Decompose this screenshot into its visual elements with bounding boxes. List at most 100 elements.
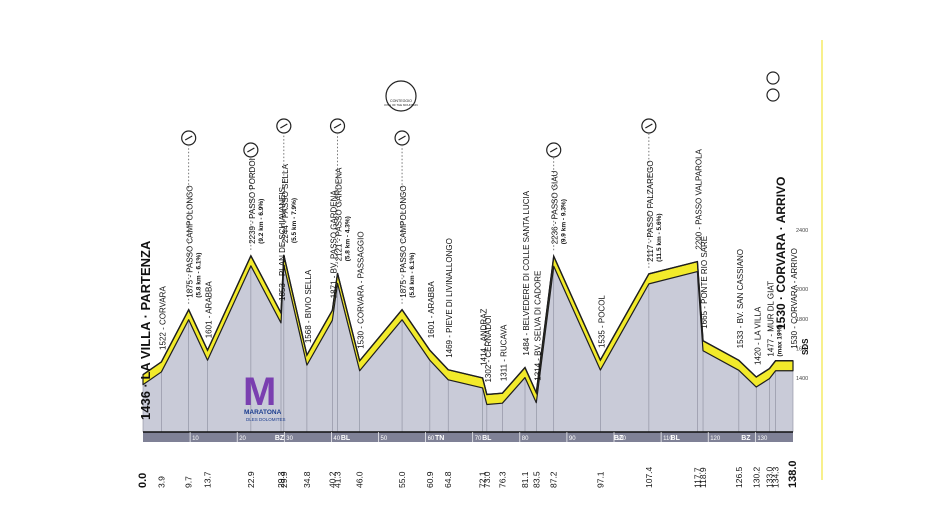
climb-stats-label: (9.9 km - 9.3%) xyxy=(561,199,568,244)
ruler-tick-label: 70 xyxy=(475,436,482,442)
km-label: 29.9 xyxy=(279,471,289,488)
km-label: 3.9 xyxy=(156,476,166,488)
col-waypoint: 1875 - PASSO CAMPOLONGO (5.8 km - 6.1%) xyxy=(394,130,416,304)
km-label: 13.7 xyxy=(203,471,213,488)
waypoint-label: 2121 - PASSO GARDENA xyxy=(335,167,344,261)
climb-icon-mark xyxy=(333,123,342,129)
km-label: 22.9 xyxy=(246,471,256,488)
col-waypoint: 1875 - PASSO CAMPOLONGO (5.8 km - 6.1%) xyxy=(181,130,203,304)
ruler-tick-label: 90 xyxy=(569,436,576,442)
km-label: 126.5 xyxy=(734,466,744,488)
km-label: 46.0 xyxy=(355,471,365,488)
km-label: 97.1 xyxy=(595,471,605,488)
waypoint-label: 1414 - ANDRAZ xyxy=(480,308,489,365)
altitude-tick-label: 1600 xyxy=(796,346,808,352)
waypoint-label: 1530 - CORVARA - PASSAGGIO xyxy=(357,231,366,348)
province-label: BZ xyxy=(741,435,751,442)
altitude-tick-label: 2400 xyxy=(796,228,808,234)
province-label: TN xyxy=(435,435,444,442)
ruler-tick-label: 40 xyxy=(333,436,340,442)
km-label: 107.4 xyxy=(644,466,654,488)
logo-subword: DLES DOLOMITES xyxy=(246,417,286,422)
km-label: 60.9 xyxy=(425,471,435,488)
climb-icon-mark xyxy=(280,123,288,129)
km-label: 83.5 xyxy=(531,471,541,488)
waypoint: 1484 - BELVEDERE DI COLLE SANTA LUCIA xyxy=(522,190,531,355)
waypoint: 1853 - PLAN DE SCHIAVANEIS xyxy=(278,187,287,301)
climb-icon-mark xyxy=(645,123,653,129)
ruler-tick-label: 50 xyxy=(381,436,388,442)
km-label: 73.0 xyxy=(482,471,492,488)
waypoint: 1469 - PIEVE DI LIVINALLONGO xyxy=(445,238,454,358)
logo-letter: M xyxy=(243,370,276,414)
province-label: BL xyxy=(482,435,492,442)
waypoint-label: 1530 - CORVARA - ARRIVO xyxy=(790,248,799,349)
province-label: BL xyxy=(671,435,681,442)
finish-icon xyxy=(766,71,780,85)
climb-stats-label: (5.8 km - 6.1%) xyxy=(196,253,203,298)
waypoint-label: 1477 - MUR DL GIAT xyxy=(766,281,775,357)
climb-stats-label: (5.8 km - 6.1%) xyxy=(409,253,416,298)
col-waypoint: 2244 - PASSO SELLA (5.5 km - 7.9%) xyxy=(276,118,298,250)
col-waypoint: 2117 - PASSO FALZAREGO (11.5 km - 5.6%) xyxy=(641,118,663,268)
waypoint-label: 1420 - LA VILLA xyxy=(753,306,762,365)
km-label: 81.1 xyxy=(520,471,530,488)
altitude-tick-label: 1800 xyxy=(796,317,808,323)
climb-stats-label: (11.5 km - 5.6%) xyxy=(656,213,663,261)
waypoint: 1601 - ARABBA xyxy=(205,281,214,339)
waypoint-label: 2200 - PASSO VALPAROLA xyxy=(694,148,703,249)
ruler-tick-label: 120 xyxy=(710,436,721,442)
waypoint-label: 1601 - ARABBA xyxy=(205,281,214,339)
waypoint-label: 1568 - BIVIO SELLA xyxy=(304,269,313,343)
km-label: 40.2 xyxy=(327,471,337,488)
ruler-tick-label: 20 xyxy=(239,436,246,442)
km-label: 133.0 xyxy=(764,466,774,488)
province-label: BZ xyxy=(614,435,624,442)
waypoint: 1568 - BIVIO SELLA xyxy=(304,269,313,343)
logo-word: MARATONA xyxy=(244,409,282,416)
waypoint-label: 1665 - PONTE RIO SARÉ xyxy=(700,236,709,329)
waypoint: 1477 - MUR DL GIAT (max 19%) xyxy=(766,281,783,357)
waypoint-label: 1302 - CERNADOI xyxy=(484,315,493,382)
km-label: 72.1 xyxy=(478,471,488,488)
waypoint: 1871 - BV. PASSO GARDENA xyxy=(329,190,338,299)
waypoint-label: 1533 - BV. SAN CASSIANO xyxy=(736,249,745,348)
km-label: 55.0 xyxy=(397,471,407,488)
waypoint: 1535 - POCOL xyxy=(597,295,606,348)
waypoint: 2200 - PASSO VALPAROLA xyxy=(694,148,703,249)
waypoint-label: 2236 - PASSO GIAU xyxy=(551,170,560,244)
km-label: 118.9 xyxy=(698,467,708,488)
waypoint-label: 1484 - BELVEDERE DI COLLE SANTA LUCIA xyxy=(522,190,531,355)
col-waypoint: 2236 - PASSO GIAU (9.9 km - 9.3%) xyxy=(546,142,568,251)
km-label: 0.0 xyxy=(137,473,149,488)
waypoint-label: 1314 - BV. SELVA DI CADORE xyxy=(533,271,542,381)
ruler-tick-label: 100 xyxy=(616,436,627,442)
waypoint: 1601 - ARABBA xyxy=(427,281,436,339)
waypoint-label: 2244 - PASSO SELLA xyxy=(281,163,290,243)
climb-icon-mark xyxy=(549,147,558,153)
ruler-tick-label: 10 xyxy=(192,436,199,442)
waypoint: 1530 - CORVARA - ARRIVO xyxy=(790,248,799,349)
waypoint-label: 1522 - CORVARA xyxy=(158,286,167,350)
altitude-tick-label: 1400 xyxy=(796,376,808,382)
province-label: BZ xyxy=(275,435,285,442)
climb-stats-label: (5.8 km - 4.3%) xyxy=(345,216,352,261)
waypoint-label: 1875 - PASSO CAMPOLONGO xyxy=(186,185,195,297)
km-label: 64.8 xyxy=(443,471,453,488)
km-label: 117.7 xyxy=(692,467,702,488)
profile-ground xyxy=(143,263,793,432)
km-label: 34.8 xyxy=(302,471,312,488)
waypoint: 1530 - CORVARA - PASSAGGIO xyxy=(357,231,366,348)
km-label: 130.2 xyxy=(751,466,761,488)
waypoint: 1522 - CORVARA xyxy=(158,286,167,350)
waypoint: 1420 - LA VILLA xyxy=(753,306,762,365)
km-label: 76.3 xyxy=(497,471,507,488)
ruler-tick-label: 60 xyxy=(428,436,435,442)
climb-stats-label: (5.5 km - 7.9%) xyxy=(291,198,298,243)
ruler-tick-label: 80 xyxy=(522,436,529,442)
km-label: 41.3 xyxy=(333,471,343,488)
km-label: 134.3 xyxy=(771,466,781,488)
profile-top-edge xyxy=(142,253,793,396)
